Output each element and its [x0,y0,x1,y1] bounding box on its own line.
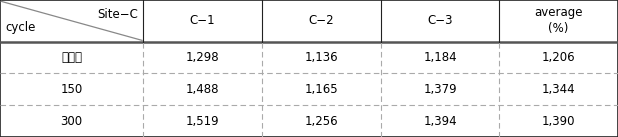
Text: 1,488: 1,488 [186,83,219,96]
Text: 1,184: 1,184 [423,51,457,64]
Text: 1,344: 1,344 [542,83,575,96]
Text: 150: 150 [61,83,83,96]
Text: 초기값: 초기값 [61,51,82,64]
Text: 1,136: 1,136 [305,51,338,64]
Text: 1,390: 1,390 [542,115,575,128]
Text: C−2: C−2 [308,14,334,27]
Text: average
(%): average (%) [535,6,583,35]
Text: 1,165: 1,165 [305,83,338,96]
Text: cycle: cycle [5,21,35,34]
Text: 1,206: 1,206 [542,51,575,64]
Text: C−3: C−3 [427,14,453,27]
Text: 1,394: 1,394 [423,115,457,128]
Text: 300: 300 [61,115,83,128]
Text: 1,379: 1,379 [423,83,457,96]
Text: Site−C: Site−C [98,8,138,21]
Text: 1,298: 1,298 [186,51,219,64]
Text: 1,519: 1,519 [186,115,219,128]
Text: C−1: C−1 [190,14,216,27]
Text: 1,256: 1,256 [305,115,338,128]
